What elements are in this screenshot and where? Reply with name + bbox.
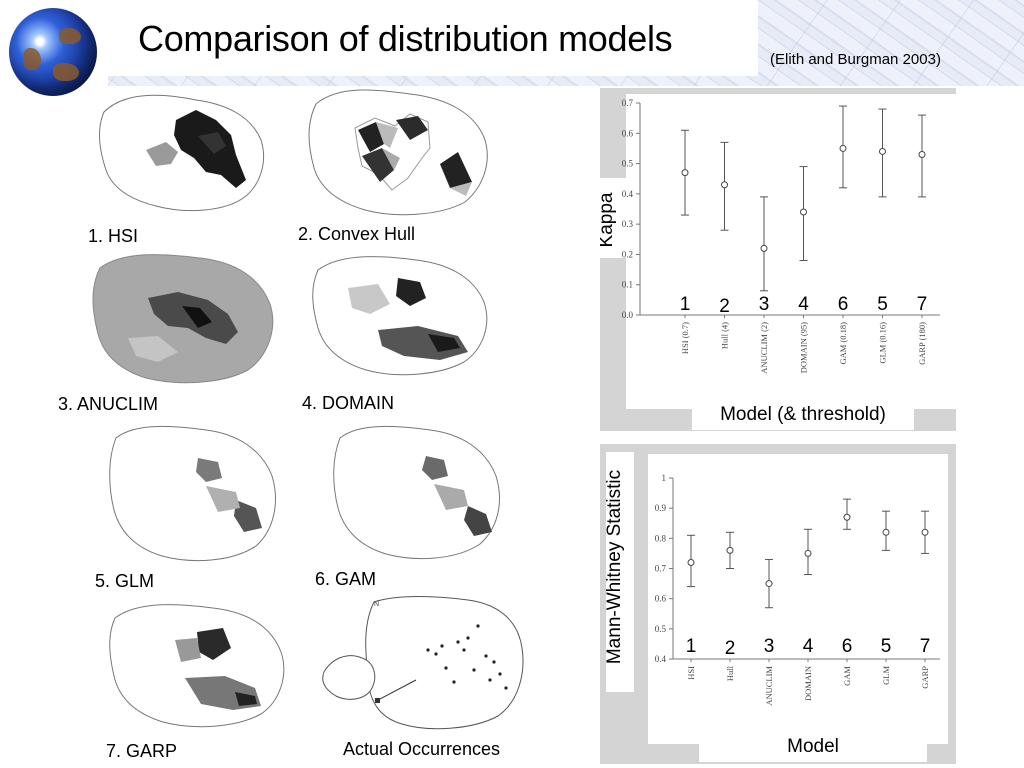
mw-x-title-box bbox=[699, 732, 927, 762]
map-actual-occurrences: N bbox=[318, 592, 528, 732]
mw-y-axis-title: Mann-Whitney Statistic bbox=[604, 470, 625, 664]
logo-area bbox=[0, 0, 108, 98]
map-convex-hull bbox=[300, 78, 500, 223]
mw-x-axis-title: Model bbox=[787, 736, 839, 757]
kappa-data-point bbox=[721, 181, 728, 189]
mw-y-tick-label: 1 bbox=[662, 473, 667, 483]
kappa-category-label: GAM (0.18) bbox=[838, 322, 848, 365]
mw-y-tick-label: 0.5 bbox=[655, 624, 667, 634]
kappa-data-point bbox=[681, 169, 689, 177]
mw-rank-label: 5 bbox=[881, 636, 892, 657]
map-label-garp: 7. GARP bbox=[106, 741, 178, 761]
kappa-data-point bbox=[879, 147, 886, 155]
kappa-tick-area bbox=[626, 339, 956, 409]
kappa-y-tick-label: 0.1 bbox=[622, 280, 633, 290]
mw-data-point bbox=[843, 513, 851, 521]
kappa-rank-label: 6 bbox=[838, 294, 849, 315]
title-backdrop bbox=[108, 0, 758, 76]
mw-y-tick-label: 0.8 bbox=[655, 533, 667, 543]
mw-data-point bbox=[882, 528, 890, 536]
mw-rank-label: 3 bbox=[764, 636, 775, 657]
mw-y-tick-label: 0.9 bbox=[655, 503, 667, 513]
mw-category-label: HSI bbox=[686, 666, 696, 680]
kappa-x-axis-title: Model (& threshold) bbox=[720, 404, 886, 425]
mw-y-tick-label: 0.7 bbox=[655, 564, 667, 574]
kappa-chart: 0.0 0.1 0.2 0.3 0.4 0.5 0.6 0.7 HSI (0.7) 1 Hull (… bbox=[600, 94, 956, 430]
map-label-glm: 5. GLM bbox=[95, 571, 155, 591]
kappa-category-label: GLM (0.16) bbox=[878, 322, 888, 364]
mw-y-tick-label: 0.4 bbox=[655, 654, 667, 664]
mw-tick-area bbox=[648, 669, 948, 744]
mw-data-point bbox=[687, 558, 695, 566]
kappa-y-axis-title: Kappa bbox=[600, 192, 617, 247]
mw-category-label: ANUCLIM bbox=[764, 666, 774, 706]
map-label-anuclim: 3. ANUCLIM bbox=[58, 394, 159, 414]
mw-plot-area bbox=[648, 454, 948, 669]
kappa-plot-area bbox=[626, 94, 956, 339]
mw-data-point bbox=[921, 528, 929, 536]
map-hsi bbox=[86, 80, 276, 220]
kappa-x-title-box bbox=[692, 400, 914, 430]
kappa-y-tick-label: 0.5 bbox=[622, 159, 634, 169]
kappa-category-label: GARP (180) bbox=[917, 322, 927, 365]
mw-category-label: GARP bbox=[920, 666, 930, 689]
kappa-data-point bbox=[839, 144, 847, 152]
citation: (Elith and Burgman 2003) bbox=[770, 51, 941, 68]
map-gam bbox=[330, 420, 510, 565]
mw-data-point bbox=[726, 546, 734, 554]
kappa-rank-label: 2 bbox=[719, 296, 730, 317]
kappa-data-point bbox=[800, 208, 807, 216]
mw-rank-label: 2 bbox=[725, 638, 736, 659]
map-label-actual-occurrences: Actual Occurrences bbox=[343, 739, 501, 759]
globe-icon bbox=[9, 8, 97, 96]
kappa-data-point bbox=[918, 150, 926, 158]
mw-data-point bbox=[804, 549, 812, 557]
mann-whitney-chart: 0.4 0.5 0.6 0.7 0.8 0.9 1 HSI 1 Hull 2 ANUCLIM 3 DOMA… bbox=[604, 452, 948, 762]
kappa-data-point bbox=[760, 244, 768, 252]
map-domain bbox=[308, 248, 498, 378]
map-anuclim bbox=[88, 248, 283, 388]
kappa-category-label: DOMAIN (95) bbox=[799, 322, 809, 373]
mw-data-point bbox=[765, 580, 773, 588]
mw-rank-label: 6 bbox=[842, 636, 853, 657]
mw-category-label: GLM bbox=[881, 666, 891, 685]
mw-category-label: GAM bbox=[842, 666, 852, 686]
map-label-convex-hull: 2. Convex Hull bbox=[298, 224, 416, 244]
kappa-category-label: Hull (4) bbox=[720, 322, 730, 349]
mw-rank-label: 7 bbox=[920, 636, 931, 657]
map-label-domain: 4. DOMAIN bbox=[302, 393, 395, 413]
mw-rank-label: 1 bbox=[686, 636, 697, 657]
kappa-category-label: ANUCLIM (2) bbox=[759, 322, 769, 374]
mw-y-tick-label: 0.6 bbox=[655, 594, 667, 604]
kappa-y-tick-label: 0.6 bbox=[622, 128, 634, 138]
mw-rank-label: 4 bbox=[803, 636, 814, 657]
kappa-rank-label: 5 bbox=[877, 294, 888, 315]
kappa-y-tick-label: 0.2 bbox=[622, 249, 633, 259]
kappa-y-tick-label: 0.0 bbox=[622, 310, 634, 320]
mw-category-label: Hull bbox=[725, 665, 735, 681]
map-garp bbox=[105, 596, 300, 736]
kappa-rank-label: 4 bbox=[798, 294, 809, 315]
kappa-rank-label: 1 bbox=[680, 294, 691, 315]
svg-text:N: N bbox=[374, 601, 379, 608]
kappa-category-label: HSI (0.7) bbox=[680, 322, 690, 354]
slide-title: Comparison of distribution models bbox=[138, 18, 673, 59]
kappa-chart-panel: 0.0 0.1 0.2 0.3 0.4 0.5 0.6 0.7 HSI (0.7) 1 Hull (… bbox=[600, 88, 956, 431]
kappa-y-tick-label: 0.3 bbox=[622, 219, 634, 229]
map-label-hsi: 1. HSI bbox=[88, 226, 139, 246]
kappa-rank-label: 7 bbox=[917, 294, 928, 315]
kappa-ylabel-strip bbox=[600, 178, 626, 258]
kappa-y-tick-label: 0.4 bbox=[622, 189, 634, 199]
mw-category-label: DOMAIN bbox=[803, 666, 813, 701]
map-glm bbox=[106, 420, 286, 570]
map-label-gam: 6. GAM bbox=[315, 569, 377, 589]
kappa-y-tick-label: 0.7 bbox=[622, 98, 634, 108]
mw-ylabel-strip bbox=[606, 452, 634, 692]
mw-chart-panel: 0.4 0.5 0.6 0.7 0.8 0.9 1 HSI 1 Hull 2 ANUCLIM 3 DOMA… bbox=[600, 444, 956, 764]
kappa-rank-label: 3 bbox=[759, 294, 770, 315]
